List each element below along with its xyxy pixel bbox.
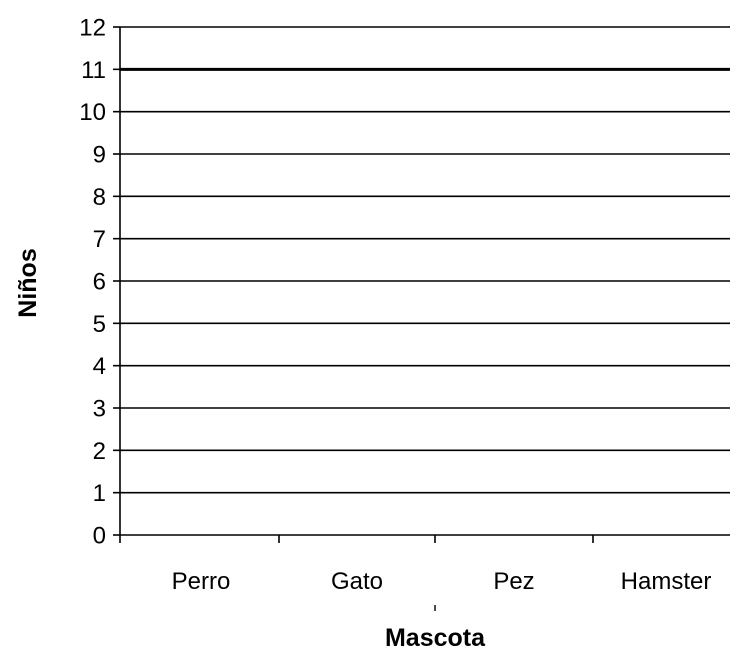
y-tick-label: 12 bbox=[79, 15, 106, 42]
y-axis-title: Niños bbox=[14, 248, 42, 317]
x-axis-ticks bbox=[119, 535, 594, 611]
y-tick-label: 10 bbox=[79, 99, 106, 126]
y-tick-label: 8 bbox=[93, 184, 106, 211]
x-axis-tick-labels: Perro Gato Pez Hamster bbox=[172, 568, 712, 595]
y-tick-label: 3 bbox=[93, 396, 106, 423]
y-tick-label: 1 bbox=[93, 480, 106, 507]
x-tick-label: Pez bbox=[493, 568, 534, 595]
y-tick-label: 11 bbox=[81, 57, 106, 84]
y-tick-label: 0 bbox=[93, 523, 106, 550]
y-tick-label: 9 bbox=[93, 142, 106, 169]
y-tick-label: 6 bbox=[93, 269, 106, 296]
y-tick-label: 5 bbox=[93, 311, 106, 338]
x-axis-title: Mascota bbox=[385, 624, 486, 652]
y-tick-label: 7 bbox=[93, 226, 106, 253]
y-tick-label: 2 bbox=[93, 438, 106, 465]
y-tick-label: 4 bbox=[93, 353, 106, 380]
x-tick-label: Gato bbox=[331, 568, 383, 595]
x-tick-label: Perro bbox=[172, 568, 231, 595]
gridlines bbox=[120, 26, 730, 494]
x-tick-label: Hamster bbox=[621, 568, 712, 595]
